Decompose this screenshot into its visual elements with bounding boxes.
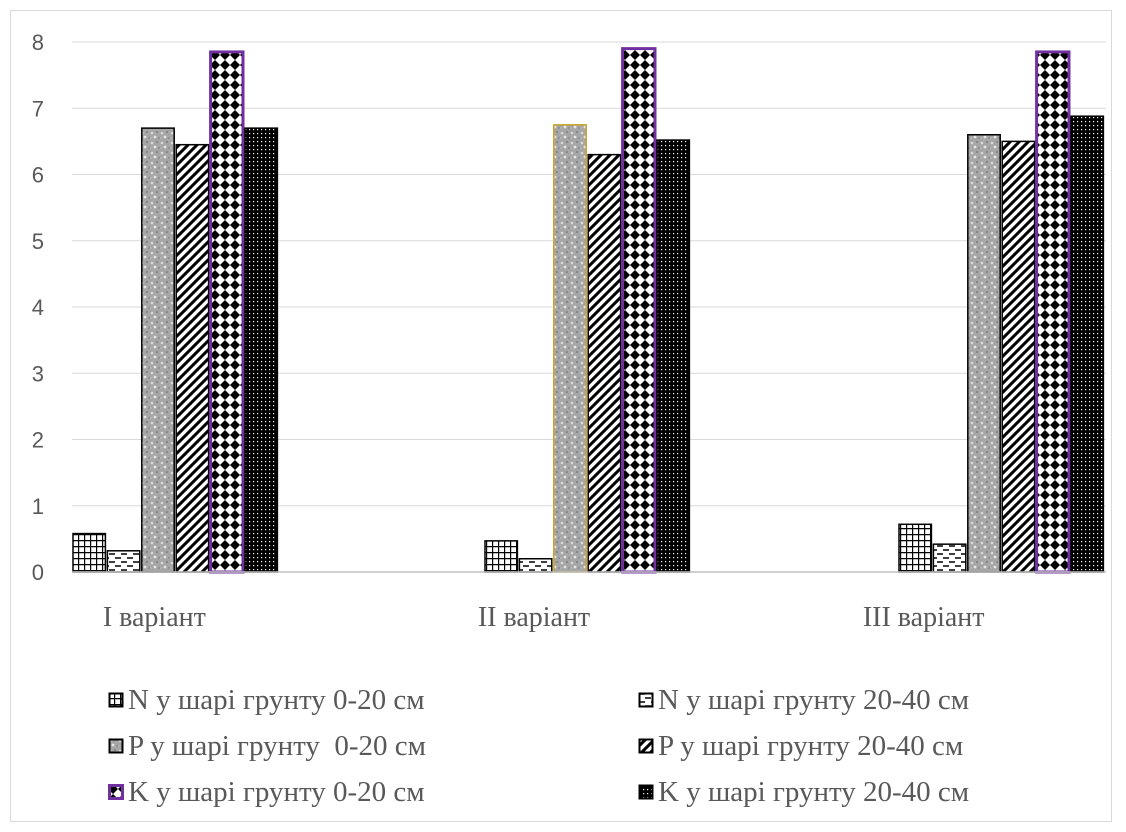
legend-label: K у шарі грунту 0-20 см — [128, 775, 425, 808]
legend-item: P у шарі грунту 0-20 см — [108, 726, 638, 766]
y-tick-label: 7 — [32, 96, 44, 121]
legend-swatch-icon — [638, 784, 654, 800]
bar-diagonal-1 — [175, 143, 210, 573]
legend-item: N у шарі грунту 0-20 см — [108, 680, 638, 720]
bars — [72, 47, 1105, 574]
legend-swatch-icon — [108, 784, 124, 800]
legend-swatch-icon — [108, 692, 124, 708]
legend-item: K у шарі грунту 0-20 см — [108, 772, 638, 812]
legend-item: P у шарі грунту 20-40 см — [638, 726, 1108, 766]
y-tick-label: 2 — [32, 428, 44, 453]
bar-dots-3 — [1070, 115, 1105, 573]
category-label: І варіант — [103, 602, 206, 633]
y-tick-label: 5 — [32, 229, 44, 254]
bar-dashes-1 — [106, 550, 141, 573]
y-tick-label: 1 — [32, 494, 44, 519]
bar-diagonal-3 — [1001, 140, 1036, 573]
bar-grid-1 — [72, 532, 107, 573]
legend-item: K у шарі грунту 20-40 см — [638, 772, 1108, 812]
bar-grid-3 — [898, 523, 933, 573]
y-tick-label: 8 — [32, 30, 44, 55]
y-tick-label: 4 — [32, 295, 44, 320]
bar-diamonds-3 — [1035, 50, 1071, 574]
bar-grid-2 — [484, 540, 519, 573]
legend-label: N у шарі грунту 0-20 см — [128, 683, 425, 716]
bar-dots-1 — [244, 127, 279, 573]
bar-chart: 0 1 2 3 4 5 6 7 8 І варіант ІІ варіант ІІІ варіант — [32, 30, 1106, 633]
category-label: ІІ варіант — [478, 602, 590, 633]
legend-swatch-icon — [638, 738, 654, 754]
legend-label: K у шарі грунту 20-40 см — [658, 775, 970, 808]
bar-diamonds-2 — [621, 47, 657, 574]
bar-diamonds-1 — [209, 50, 245, 574]
legend-swatch-icon — [638, 692, 654, 708]
bar-dots-2 — [656, 139, 691, 573]
legend-label: P у шарі грунту 20-40 см — [658, 729, 964, 762]
category-label: ІІІ варіант — [863, 602, 985, 633]
bar-dashes-2 — [518, 558, 553, 573]
y-tick-label: 0 — [32, 560, 44, 585]
y-tick-label: 6 — [32, 163, 44, 188]
bar-granite-3 — [967, 134, 1001, 573]
bar-dashes-3 — [932, 543, 967, 573]
axes: 0 1 2 3 4 5 6 7 8 І варіант ІІ варіант ІІІ варіант — [32, 30, 1106, 633]
bar-granite-1 — [141, 127, 175, 573]
legend-swatch-icon — [108, 738, 124, 754]
legend-item: N у шарі грунту 20-40 см — [638, 680, 1108, 720]
bar-diagonal-2 — [587, 153, 622, 573]
legend-label: P у шарі грунту 0-20 см — [128, 729, 427, 762]
legend: N у шарі грунту 0-20 см N у шарі грунту 2… — [108, 680, 1108, 812]
bar-granite-2 — [553, 124, 587, 573]
y-tick-label: 3 — [32, 361, 44, 386]
legend-label: N у шарі грунту 20-40 см — [658, 683, 970, 716]
